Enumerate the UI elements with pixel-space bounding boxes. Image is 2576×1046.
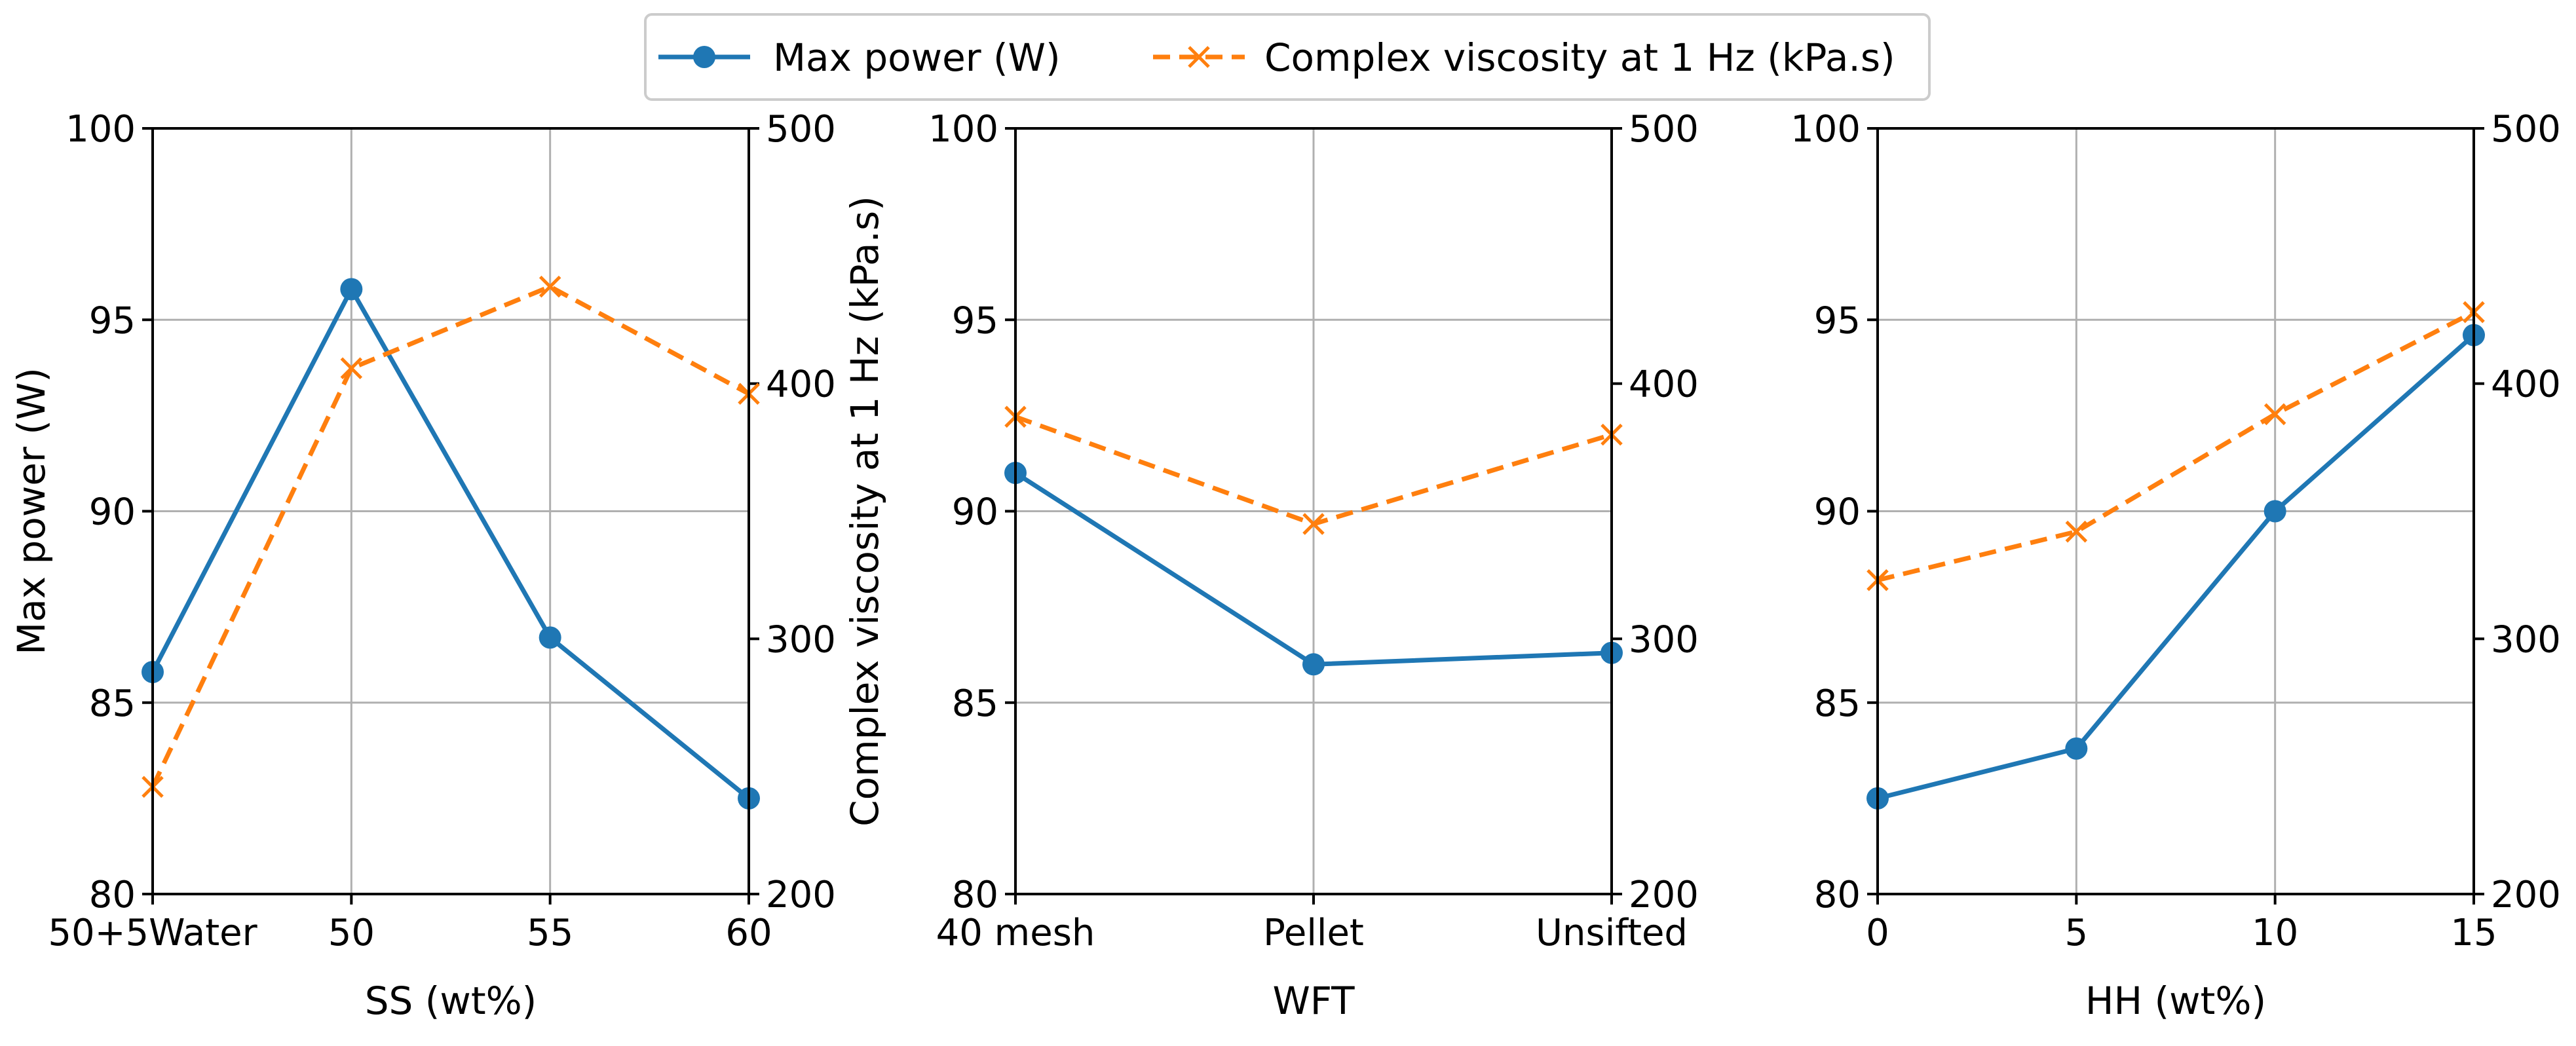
- x-tick-label: 0: [1866, 912, 1889, 954]
- series-max-power: [142, 278, 760, 810]
- x-axis-label: HH (wt%): [2085, 979, 2266, 1023]
- plot-frame: [151, 127, 750, 895]
- y-left-tick-label: 80: [952, 874, 998, 916]
- y-right-tick-label: 500: [2491, 108, 2561, 151]
- panel-1: 80 85 90 95 100 200 300 400 500 50+5Water 50 55 60 SS…: [48, 108, 836, 1023]
- viscosity-point: [539, 275, 561, 298]
- x-axis-label: SS (wt%): [365, 979, 537, 1023]
- x-tick-label: Pellet: [1263, 912, 1364, 954]
- y-right-axis-label: Complex viscosity at 1 Hz (kPa.s): [843, 196, 887, 827]
- panel-3: 80 85 90 95 100 200 300 400 500 0 5 10 15 HH (wt%): [1790, 108, 2561, 1023]
- plot-frame: [1014, 127, 1613, 895]
- legend-viscosity-label: Complex viscosity at 1 Hz (kPa.s): [1264, 35, 1895, 80]
- y-left-tick-label: 80: [89, 874, 136, 916]
- x-tick-label: 10: [2252, 912, 2298, 954]
- x-tick-label: 60: [725, 912, 772, 954]
- y-left-tick-label: 90: [1814, 491, 1861, 534]
- max-power-point: [2065, 737, 2088, 760]
- y-right-tick-label: 200: [766, 874, 836, 916]
- y-right-tick-label: 400: [2491, 364, 2561, 406]
- series-complex-viscosity: [142, 275, 760, 798]
- y-left-tick-label: 85: [1814, 682, 1861, 725]
- x-tick-label: 40 mesh: [936, 912, 1095, 954]
- x-tick-label: 15: [2450, 912, 2497, 954]
- max-power-point: [340, 278, 363, 301]
- max-power-point: [2263, 500, 2286, 523]
- viscosity-line: [1877, 310, 2475, 583]
- panel-2: 80 85 90 95 100 200 300 400 500 40 mesh Pellet Unsi…: [928, 108, 1699, 1023]
- legend-max-power-marker: [693, 46, 715, 68]
- legend-frame: [644, 13, 1931, 101]
- y-right-tick-label: 500: [1629, 108, 1699, 151]
- x-axis-label: WFT: [1272, 979, 1355, 1023]
- y-left-axis-label: Max power (W): [9, 367, 54, 655]
- max-power-line: [1877, 333, 2476, 801]
- y-right-tick-label: 200: [2491, 874, 2561, 916]
- y-left-tick-label: 80: [1814, 874, 1861, 916]
- max-power-line: [150, 286, 751, 800]
- viscosity-point: [2263, 403, 2286, 426]
- legend: Max power (W) Complex viscosity at 1 Hz …: [644, 13, 1931, 101]
- max-power-point: [539, 626, 561, 649]
- y-right-tick-label: 300: [2491, 618, 2561, 661]
- viscosity-point: [340, 357, 363, 380]
- viscosity-point: [1302, 513, 1325, 535]
- y-left-tick-label: 90: [952, 491, 998, 534]
- y-right-tick-label: 200: [1629, 874, 1699, 916]
- x-tick-label: Unsifted: [1536, 912, 1688, 954]
- series-complex-viscosity: [1866, 301, 2485, 591]
- y-left-tick-label: 95: [1814, 299, 1861, 342]
- series-max-power: [1866, 324, 2485, 810]
- legend-viscosity-marker: [1188, 46, 1210, 68]
- legend-max-power-label: Max power (W): [773, 35, 1061, 80]
- y-left-tick-label: 100: [928, 108, 998, 151]
- y-left-tick-label: 85: [952, 682, 998, 725]
- viscosity-line: [150, 284, 750, 788]
- y-left-tick-label: 90: [89, 491, 136, 534]
- x-tick-label: 5: [2065, 912, 2089, 954]
- x-tick-label: 50+5Water: [48, 912, 257, 954]
- y-right-tick-label: 300: [766, 618, 836, 661]
- x-tick-label: 55: [527, 912, 573, 954]
- x-tick-label: 50: [328, 912, 375, 954]
- y-left-tick-label: 95: [89, 299, 136, 342]
- plot-frame: [1876, 127, 2475, 895]
- max-power-point: [1302, 653, 1325, 676]
- y-right-tick-label: 400: [1629, 364, 1699, 406]
- y-left-tick-label: 95: [952, 299, 998, 342]
- y-left-tick-label: 100: [66, 108, 136, 151]
- y-left-tick-label: 100: [1790, 108, 1861, 151]
- y-right-tick-label: 400: [766, 364, 836, 406]
- y-right-tick-label: 300: [1629, 618, 1699, 661]
- viscosity-point: [2065, 520, 2088, 543]
- y-right-tick-label: 500: [766, 108, 836, 151]
- y-left-tick-label: 85: [89, 682, 136, 725]
